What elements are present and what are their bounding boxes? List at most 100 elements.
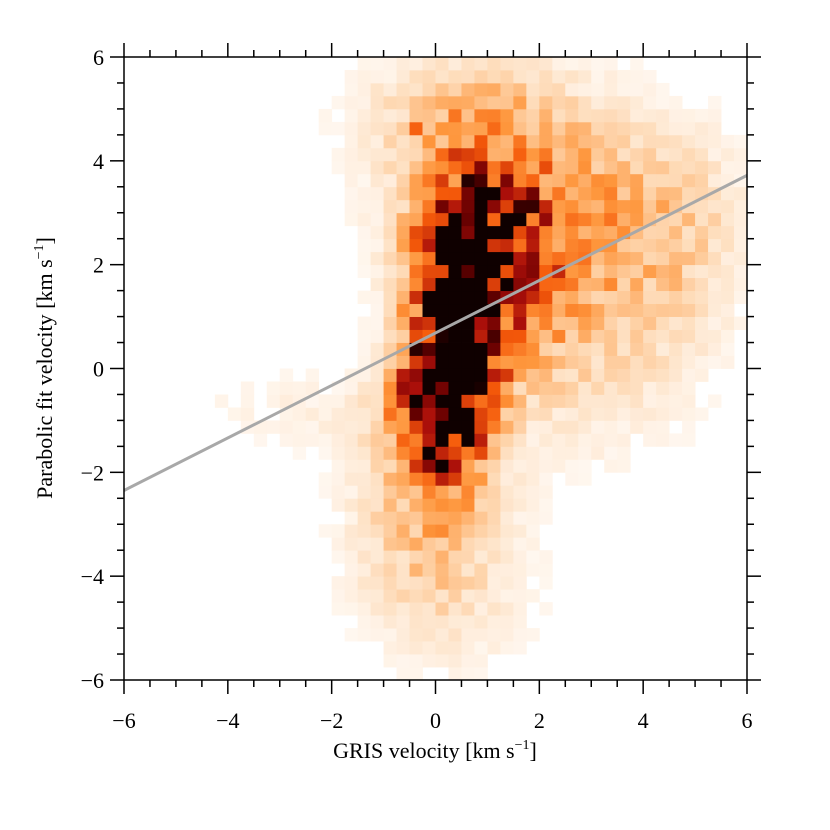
heatmap-cell <box>396 511 410 525</box>
heatmap-cell <box>344 121 359 136</box>
heatmap-cell <box>734 147 748 162</box>
heatmap-cell <box>448 251 462 266</box>
heatmap-cell <box>396 498 410 512</box>
heatmap-cell <box>513 329 527 343</box>
heatmap-cell <box>435 615 449 629</box>
heatmap-cell <box>630 108 644 123</box>
heatmap-cell <box>370 407 384 421</box>
heatmap-cell <box>448 459 462 473</box>
heatmap-cell <box>721 303 735 317</box>
heatmap-cell <box>526 225 540 240</box>
heatmap-cell <box>448 537 462 551</box>
heatmap-cell <box>357 57 372 71</box>
heatmap-cell <box>448 472 462 486</box>
heatmap-cell <box>487 173 501 188</box>
heatmap-cell <box>318 433 333 447</box>
heatmap-cell <box>630 251 644 266</box>
heatmap-cell <box>539 134 553 149</box>
heatmap-cell <box>331 147 346 162</box>
heatmap-cell <box>578 407 592 421</box>
heatmap-cell <box>331 95 346 110</box>
heatmap-cell <box>383 381 397 395</box>
heatmap-cell <box>539 563 553 577</box>
heatmap-cell <box>448 121 462 136</box>
heatmap-cell <box>682 277 696 292</box>
heatmap-cell <box>604 290 618 305</box>
heatmap-cell <box>383 576 397 590</box>
heatmap-cell <box>435 303 449 317</box>
heatmap-cell <box>695 121 709 136</box>
heatmap-cell <box>331 576 346 590</box>
heatmap-cell <box>409 82 423 97</box>
heatmap-cell <box>344 602 359 616</box>
heatmap-cell <box>487 82 501 97</box>
x-tick-labels: −6 −4 −2 0 2 4 6 <box>112 708 752 733</box>
heatmap-cell <box>435 628 449 642</box>
heatmap-cell <box>721 251 735 266</box>
heatmap-cell <box>526 485 540 499</box>
heatmap-cell <box>578 121 592 136</box>
heatmap-cell <box>682 433 696 447</box>
heatmap-cell <box>526 147 540 162</box>
heatmap-cell <box>617 108 631 123</box>
heatmap-cell <box>396 160 410 175</box>
heatmap-cell <box>461 524 475 538</box>
heatmap-cell <box>357 420 372 434</box>
heatmap-cell <box>474 641 488 655</box>
heatmap-cell <box>474 134 488 149</box>
heatmap-cell <box>435 602 449 616</box>
heatmap-cell <box>474 199 488 214</box>
heatmap-cell <box>591 290 605 305</box>
heatmap-cell <box>630 316 644 330</box>
heatmap-cell <box>422 368 436 382</box>
heatmap-cell <box>604 446 618 460</box>
x-tick-label: 2 <box>534 708 545 733</box>
heatmap-cell <box>487 251 501 266</box>
heatmap-cell <box>695 264 709 279</box>
heatmap-cell <box>422 537 436 551</box>
heatmap-cell <box>448 667 462 681</box>
heatmap-cell <box>357 173 372 188</box>
heatmap-cell <box>383 602 397 616</box>
heatmap-cell <box>370 537 384 551</box>
heatmap-cell <box>396 576 410 590</box>
heatmap-cell <box>435 212 449 227</box>
heatmap-cell <box>565 433 579 447</box>
heatmap-cell <box>630 147 644 162</box>
heatmap-cell <box>500 225 514 240</box>
heatmap-cell <box>487 147 501 162</box>
heatmap-cell <box>656 238 670 253</box>
heatmap-cell <box>487 186 501 201</box>
heatmap-cell <box>357 511 372 525</box>
x-tick-label: 4 <box>638 708 649 733</box>
heatmap-cell <box>474 108 488 123</box>
heatmap-cell <box>409 654 423 668</box>
heatmap-cell <box>500 641 514 655</box>
heatmap-cell <box>695 407 709 421</box>
heatmap-cell <box>682 147 696 162</box>
heatmap-cell <box>435 563 449 577</box>
heatmap-cell <box>487 550 501 564</box>
heatmap-cell <box>370 602 384 616</box>
heatmap-cell <box>513 212 527 227</box>
heatmap-cell <box>409 511 423 525</box>
heatmap-cell <box>591 420 605 434</box>
heatmap-cell <box>344 173 359 188</box>
heatmap-cell <box>513 511 527 525</box>
heatmap-cell <box>526 498 540 512</box>
heatmap-cell <box>526 342 540 356</box>
heatmap-cell <box>461 108 475 123</box>
heatmap-cell <box>318 524 333 538</box>
heatmap-cell <box>513 615 527 629</box>
heatmap-cell <box>461 316 475 330</box>
heatmap-cell <box>409 368 423 382</box>
heatmap-cell <box>591 108 605 123</box>
heatmap-cell <box>370 615 384 629</box>
heatmap-cell <box>396 225 410 240</box>
heatmap-cell <box>396 57 410 71</box>
fit-line <box>123 174 748 492</box>
heatmap-cell <box>565 264 579 279</box>
heatmap-cell <box>682 108 696 123</box>
heatmap-cell <box>604 381 618 395</box>
heatmap-cell <box>435 69 449 84</box>
